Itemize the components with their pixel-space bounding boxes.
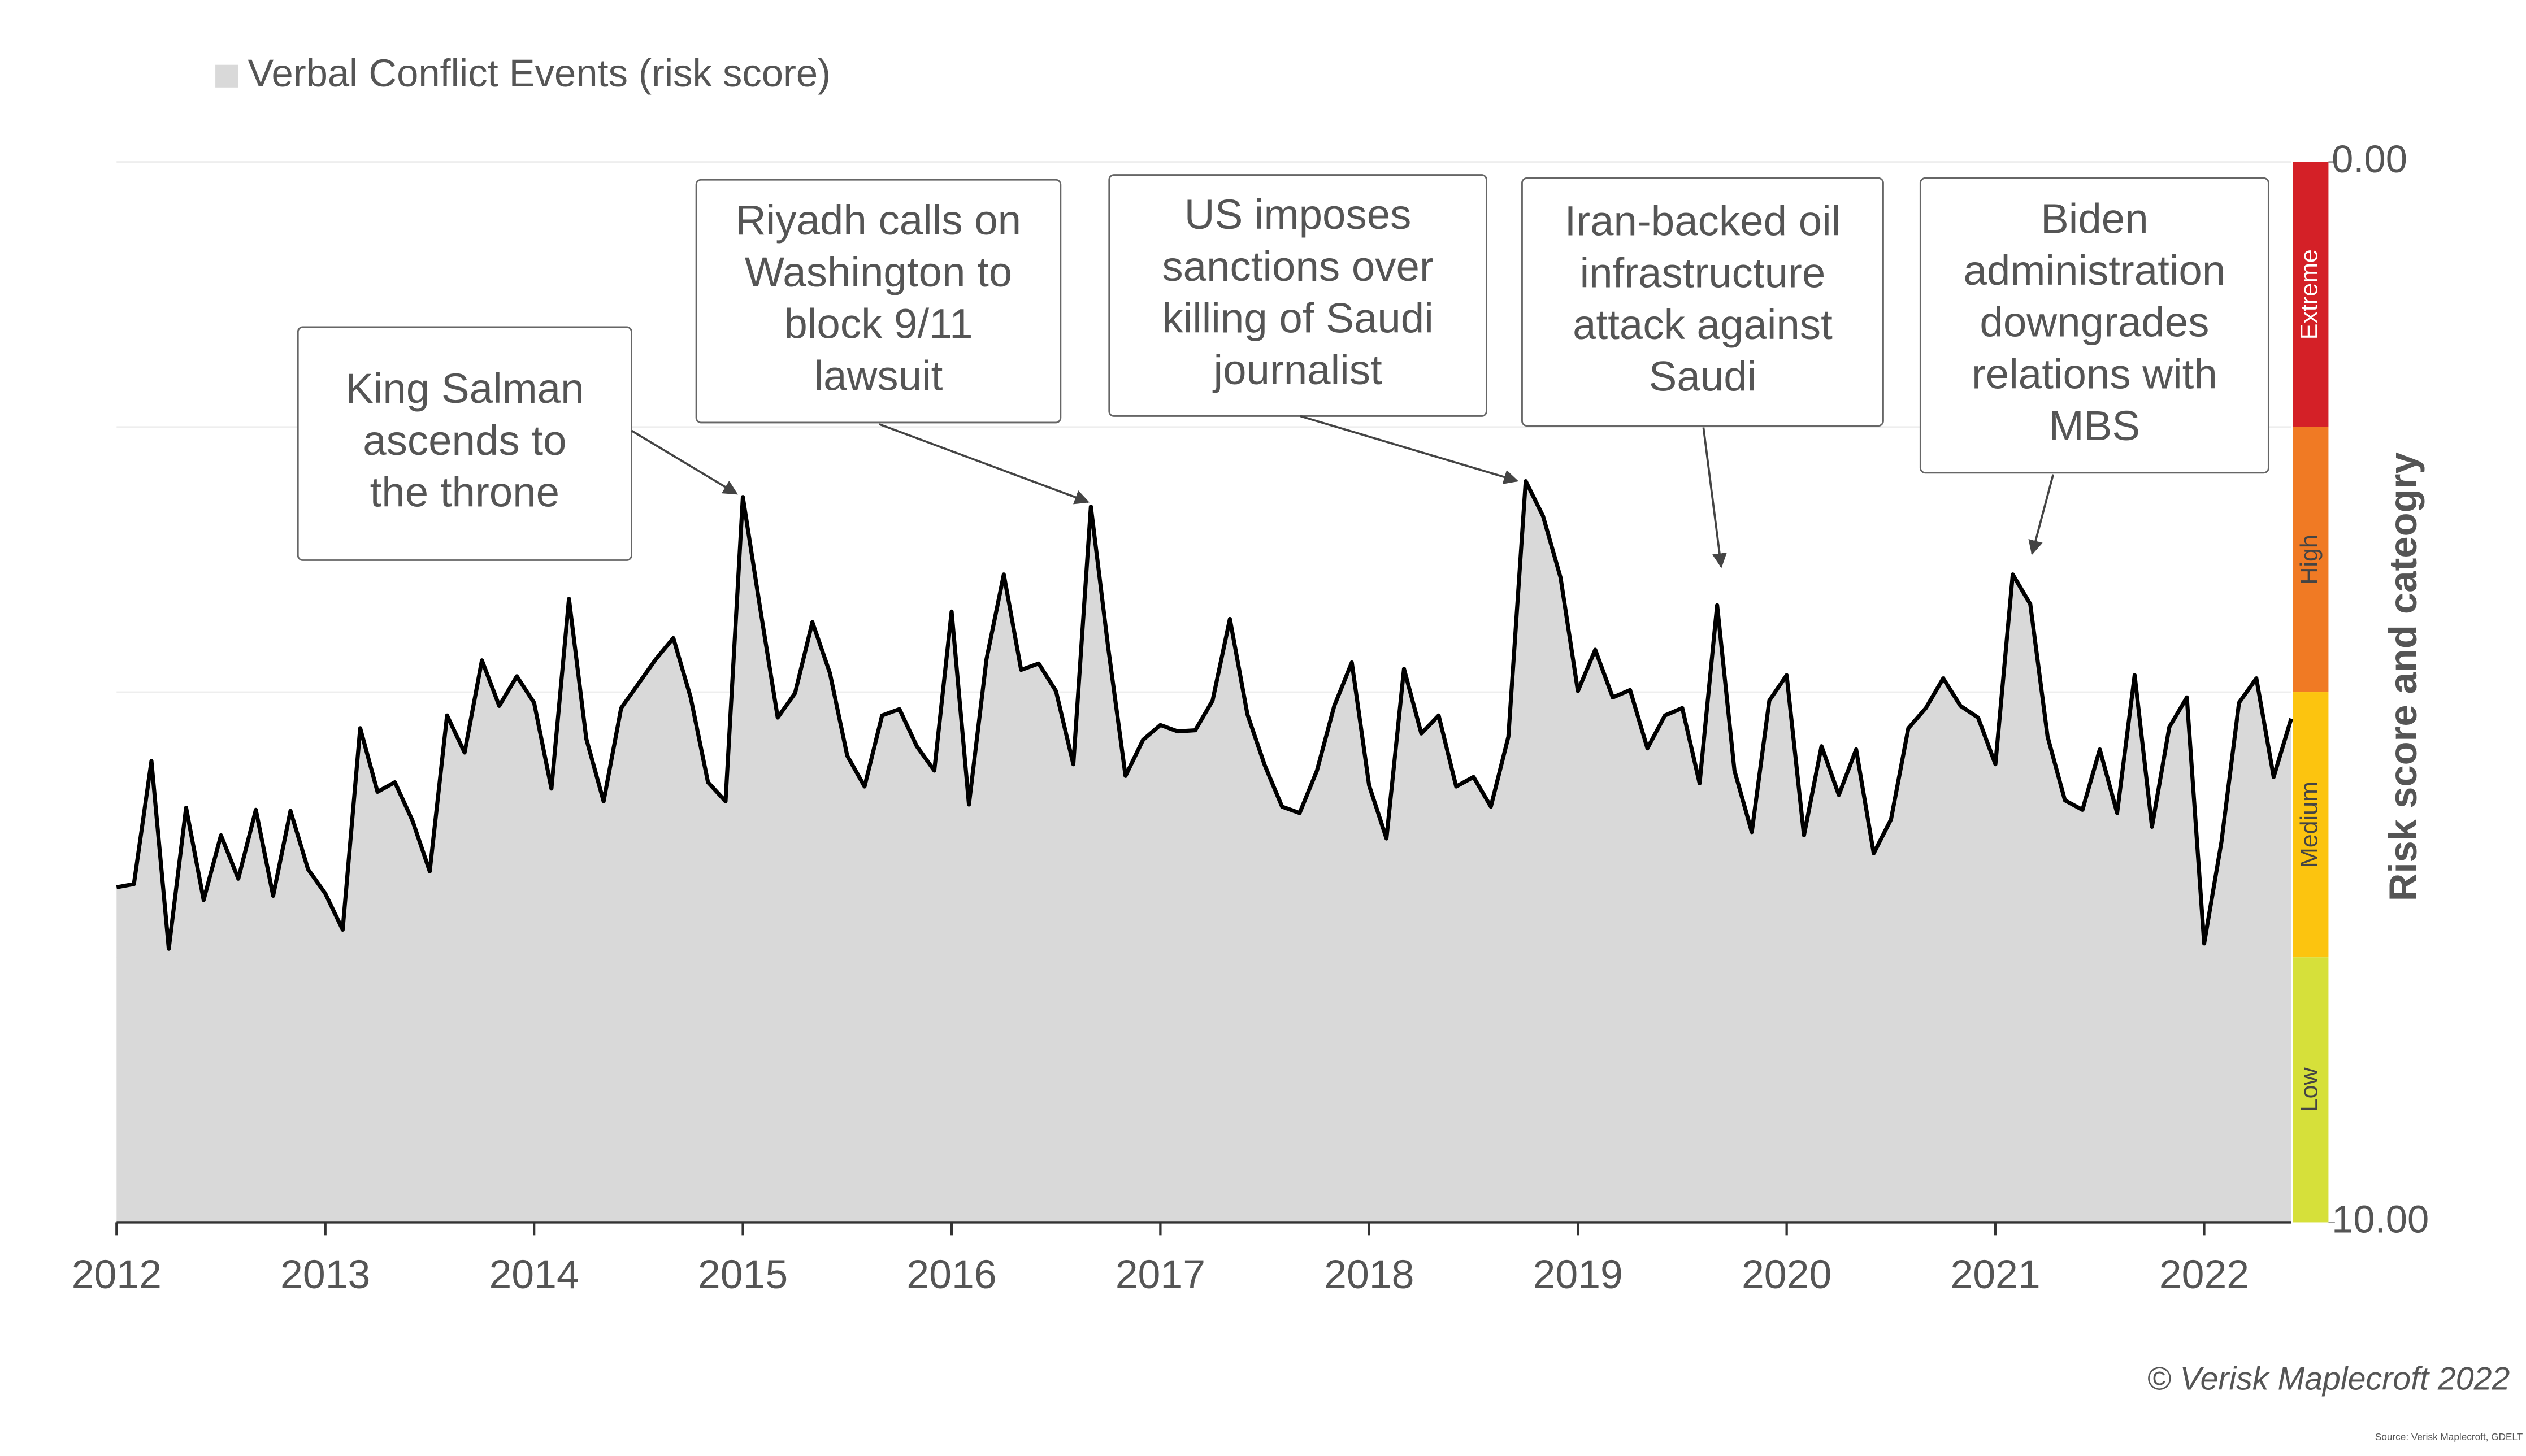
annotation-text: Washington to (745, 249, 1012, 295)
annotation-text: lawsuit (814, 352, 943, 399)
risk-band-label: Extreme (2295, 249, 2323, 340)
annotation-text: US imposes (1184, 191, 1412, 238)
x-tick-label: 2019 (1533, 1252, 1623, 1297)
x-tick-label: 2022 (2159, 1252, 2249, 1297)
annotation-text: MBS (2049, 402, 2140, 449)
annotation-arrow (879, 423, 1090, 505)
annotation-text: sanctions over (1162, 243, 1433, 290)
annotation-box (695, 179, 1062, 424)
x-tick-label: 2021 (1950, 1252, 2040, 1297)
x-tick-label: 2012 (72, 1252, 162, 1297)
area (116, 481, 2291, 1223)
annotation-text: Riyadh calls on (736, 197, 1021, 244)
y-tick-label: 0.00 (2332, 137, 2407, 181)
annotation-text: Biden (2041, 195, 2149, 242)
y-axis-title: Risk score and cateogry (2381, 452, 2425, 901)
y-tick-label: 10.00 (2332, 1198, 2429, 1241)
x-tick-label: 2017 (1116, 1252, 1205, 1297)
annotation-text: King Salman (345, 365, 584, 412)
annotation-box (1108, 174, 1487, 417)
annotation-text: journalist (1213, 346, 1382, 393)
x-tick-label: 2020 (1742, 1252, 1831, 1297)
annotation-box (297, 326, 632, 561)
risk-band (2293, 692, 2329, 958)
annotation-text: attack against (1573, 301, 1833, 348)
annotation-text: Saudi (1649, 353, 1757, 400)
annotation-text: ascends to (363, 417, 566, 464)
annotation-arrow (1702, 427, 1727, 568)
line (116, 479, 2293, 951)
annotation-text: the throne (370, 469, 560, 516)
risk-band (2293, 957, 2329, 1223)
x-tick-label: 2016 (906, 1252, 996, 1297)
x-tick-label: 2018 (1324, 1252, 1414, 1297)
risk-band (2293, 427, 2329, 693)
annotation-arrow (1300, 415, 1519, 484)
annotation-text: downgrades (1980, 299, 2209, 346)
risk-band-label: Low (2295, 1067, 2323, 1112)
risk-band (2293, 162, 2329, 427)
annotation-box (1919, 177, 2269, 474)
copyright: © Verisk Maplecroft 2022 (2147, 1361, 2510, 1397)
annotation-text: Iran-backed oil (1565, 198, 1841, 245)
annotation-text: administration (1963, 247, 2225, 294)
x-tick-label: 2013 (280, 1252, 370, 1297)
annotation-text: killing of Saudi (1162, 295, 1433, 342)
risk-band-label: High (2295, 534, 2323, 584)
x-tick-label: 2014 (489, 1252, 579, 1297)
source: Source: Verisk Maplecroft, GDELT (2375, 1431, 2523, 1442)
legend-swatch (215, 64, 238, 88)
annotation-text: block 9/11 (784, 301, 973, 347)
risk-band-label: Medium (2295, 781, 2323, 868)
annotation-arrow (631, 429, 738, 495)
annotation-arrow (2028, 474, 2055, 555)
legend-label: Verbal Conflict Events (risk score) (248, 51, 831, 95)
annotation-text: relations with (1972, 350, 2217, 397)
annotation-box (1521, 177, 1884, 427)
x-tick-label: 2015 (698, 1252, 788, 1297)
annotation-text: infrastructure (1580, 249, 1826, 296)
